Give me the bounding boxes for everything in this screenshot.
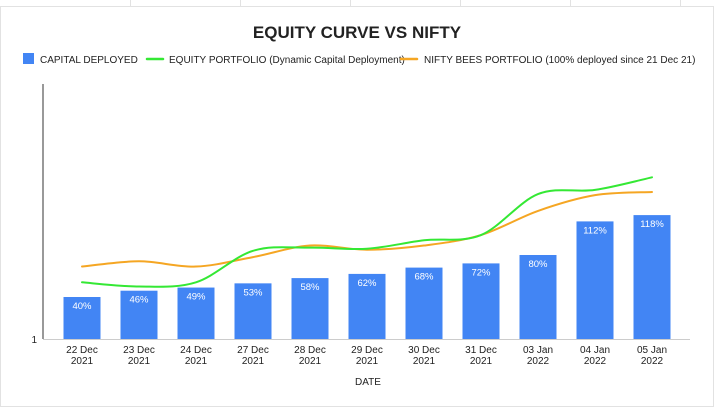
x-tick-label-1: 23 Dec 2021 [123,345,155,367]
bar-label-8: 80% [528,259,548,270]
bar-1 [120,290,158,339]
x-tick-label-9: 04 Jan 2022 [580,345,610,367]
capital-deployed-bars [63,215,671,339]
bar-label-4: 58% [300,282,320,293]
legend-swatch [23,53,34,64]
y-tick-label: 1 [31,335,37,346]
bar-label-9: 112% [583,225,607,236]
legend-item-1: EQUITY PORTFOLIO (Dynamic Capital Deploy… [145,55,405,66]
chart-title: EQUITY CURVE VS NIFTY [253,23,462,42]
bar-0 [63,297,101,339]
bar-7 [462,263,500,339]
x-tick-label-5: 29 Dec 2021 [351,345,383,367]
nifty-bees-line [81,191,653,268]
bar-label-5: 62% [357,278,377,289]
bar-5 [348,273,386,339]
x-tick-label-4: 28 Dec 2021 [294,345,326,367]
bar-10 [633,215,671,339]
bar-9 [576,221,614,339]
bar-label-6: 68% [414,272,434,283]
sheet-grid-left [0,6,1,406]
bar-3 [234,283,272,339]
series-lines [81,176,653,288]
bar-label-7: 72% [471,267,491,278]
x-axis-title: DATE [355,377,381,388]
x-tick-label-8: 03 Jan 2022 [523,345,553,367]
x-tick-label-2: 24 Dec 2021 [180,345,212,367]
legend-item-0: CAPITAL DEPLOYED [23,53,138,66]
bar-label-0: 40% [72,301,92,312]
x-axis-ticks: 22 Dec 2021 23 Dec 2021 24 Dec 2021 27 Dec 2021… [66,345,667,367]
bar-4 [291,278,329,339]
x-tick-label-3: 27 Dec 2021 [237,345,269,367]
x-tick-label-7: 31 Dec 2021 [465,345,497,367]
bar-label-10: 118% [640,219,664,230]
capital-deployed-labels: 40% 46% 49% 53% 58% 62% 68% 72% 80% 112% 118% [72,219,664,312]
bar-6 [405,267,443,339]
legend-label: CAPITAL DEPLOYED [40,55,138,66]
legend-label: NIFTY BEES PORTFOLIO (100% deployed sinc… [424,55,695,66]
sheet-grid-top [0,0,714,7]
bar-label-2: 49% [186,292,206,303]
legend-item-2: NIFTY BEES PORTFOLIO (100% deployed sinc… [399,55,695,66]
equity-portfolio-line [81,176,653,288]
x-tick-label-0: 22 Dec 2021 [66,345,98,367]
x-tick-label-6: 30 Dec 2021 [408,345,440,367]
bar-2 [177,287,215,339]
bar-label-3: 53% [243,287,263,298]
bar-8 [519,255,557,339]
bar-label-1: 46% [129,295,149,306]
legend: CAPITAL DEPLOYED EQUITY PORTFOLIO (Dynami… [23,53,695,66]
x-tick-label-10: 05 Jan 2022 [637,345,667,367]
legend-label: EQUITY PORTFOLIO (Dynamic Capital Deploy… [169,55,405,66]
